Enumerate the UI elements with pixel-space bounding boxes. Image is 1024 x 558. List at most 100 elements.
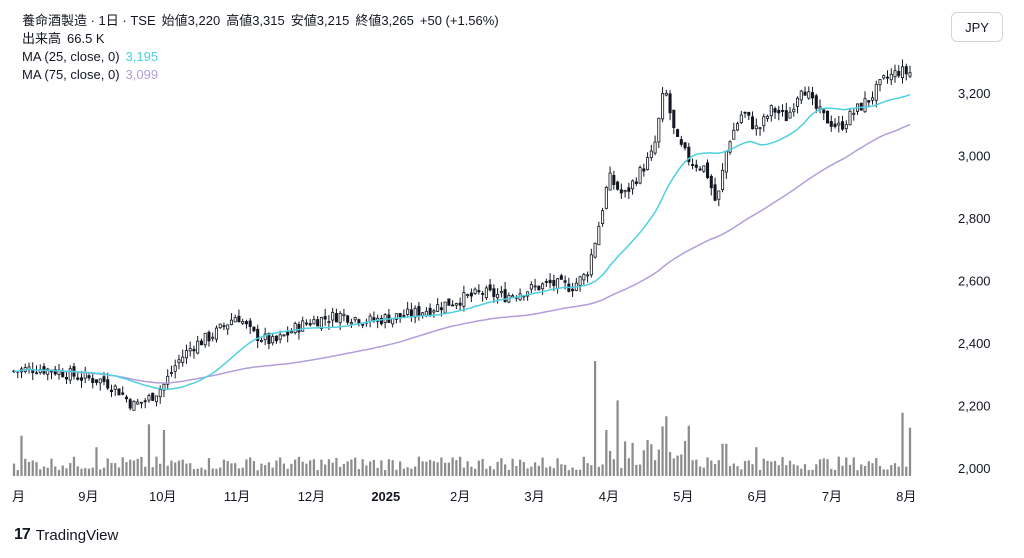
volume-bar (72, 456, 76, 476)
candle-body (64, 376, 69, 380)
time-axis[interactable]: 月 9月 10月 11月 12月 2025 2月 3月 4月 5月 6月 7月 8月 (12, 489, 916, 504)
volume-bar (372, 459, 376, 476)
volume-bar (668, 452, 672, 476)
volume-bar (526, 468, 529, 476)
volume-bar (537, 465, 540, 476)
volume-bar (470, 466, 473, 476)
volume-bar (875, 458, 878, 476)
volume-bar (57, 469, 61, 476)
candle-body (289, 331, 293, 334)
candle-body (327, 321, 331, 324)
volume-bar (380, 460, 383, 476)
volume-bar (683, 440, 687, 476)
candle-body (323, 316, 327, 320)
volume-bar (42, 466, 46, 476)
tradingview-brand[interactable]: 17 TradingView (14, 526, 118, 544)
volume-bar (447, 462, 450, 476)
candle-body (874, 84, 878, 101)
volume-bar (301, 461, 304, 476)
volume-bar (211, 468, 214, 476)
volume-bar (608, 450, 612, 476)
volume-bar (369, 461, 372, 476)
volume-bar (886, 469, 889, 476)
candle-body (342, 313, 346, 317)
volume-bar (871, 463, 874, 476)
volume-bar (106, 458, 109, 476)
volume-bar (818, 459, 822, 476)
candle-body (840, 121, 845, 130)
volume-bar (200, 467, 203, 476)
candle-body (503, 289, 507, 303)
candle-body (803, 91, 807, 96)
volume-bar (530, 466, 533, 476)
candle-body (203, 332, 207, 346)
candle-body (121, 392, 125, 395)
candle-body (758, 127, 762, 130)
volume-bar (766, 460, 769, 476)
volume-bar (515, 465, 518, 476)
candle-body (154, 395, 158, 403)
candle-body (421, 312, 425, 316)
volume-bar (556, 458, 559, 476)
candle-body (769, 105, 773, 117)
candle-body (282, 334, 286, 337)
candle-body (278, 334, 282, 340)
candle-body (807, 91, 811, 99)
volume-bar (91, 467, 94, 476)
volume-bar (114, 463, 117, 476)
candle-body (582, 274, 586, 281)
candle-body (826, 110, 830, 124)
candle-body (128, 399, 132, 409)
volume-bar (777, 465, 780, 476)
volume-bar (841, 465, 844, 476)
volume-bar (687, 425, 690, 476)
candle-body (702, 165, 706, 172)
candle-body (439, 307, 443, 311)
volume-bar (725, 443, 728, 476)
volume-bar (192, 469, 196, 476)
volume-bar (256, 470, 259, 476)
volume-bar (890, 465, 893, 476)
candle-body (833, 123, 837, 127)
volume-bar (781, 457, 784, 476)
candle-body (619, 189, 623, 194)
candle-body (98, 378, 102, 384)
volume-bar (132, 460, 136, 476)
volume-bar (357, 469, 361, 476)
x-tick-label: 11月 (224, 489, 251, 504)
volume-bar (99, 469, 102, 476)
volume-bar (698, 466, 702, 476)
candle-body (773, 108, 777, 113)
candle-body (147, 395, 151, 401)
volume-bar (518, 459, 522, 476)
candle-body (458, 302, 462, 306)
candle-body (563, 280, 567, 283)
symbol-title: 養命酒製造 · 1日 · TSE (22, 13, 156, 28)
volume-bar (826, 459, 829, 476)
ma75-line (13, 123, 911, 384)
x-tick-label: 月 (12, 489, 25, 504)
volume-bar (496, 461, 499, 476)
candle-body (346, 315, 350, 323)
volume-bar (267, 462, 271, 476)
candle-body (406, 308, 410, 315)
candle-body (792, 108, 796, 113)
currency-button[interactable]: JPY (951, 12, 1003, 42)
ma25-value: 3,195 (125, 49, 159, 64)
volume-bar (908, 427, 912, 476)
candle-body (267, 333, 271, 344)
candle-body (394, 313, 398, 320)
candle-body (556, 278, 560, 290)
candle-body (102, 376, 106, 382)
candle-body (709, 175, 713, 189)
ma25-row: MA (25, close, 0) 3,195 (22, 48, 499, 66)
price-axis[interactable]: 2,000 2,200 2,400 2,600 2,800 3,000 3,200 (958, 86, 991, 476)
volume-bar (316, 470, 319, 476)
volume-bar (159, 463, 162, 476)
volume-bar (31, 460, 34, 476)
candle-body (94, 379, 98, 383)
candle-body (721, 169, 725, 190)
volume-bar (282, 463, 286, 476)
candle-body (743, 111, 747, 114)
